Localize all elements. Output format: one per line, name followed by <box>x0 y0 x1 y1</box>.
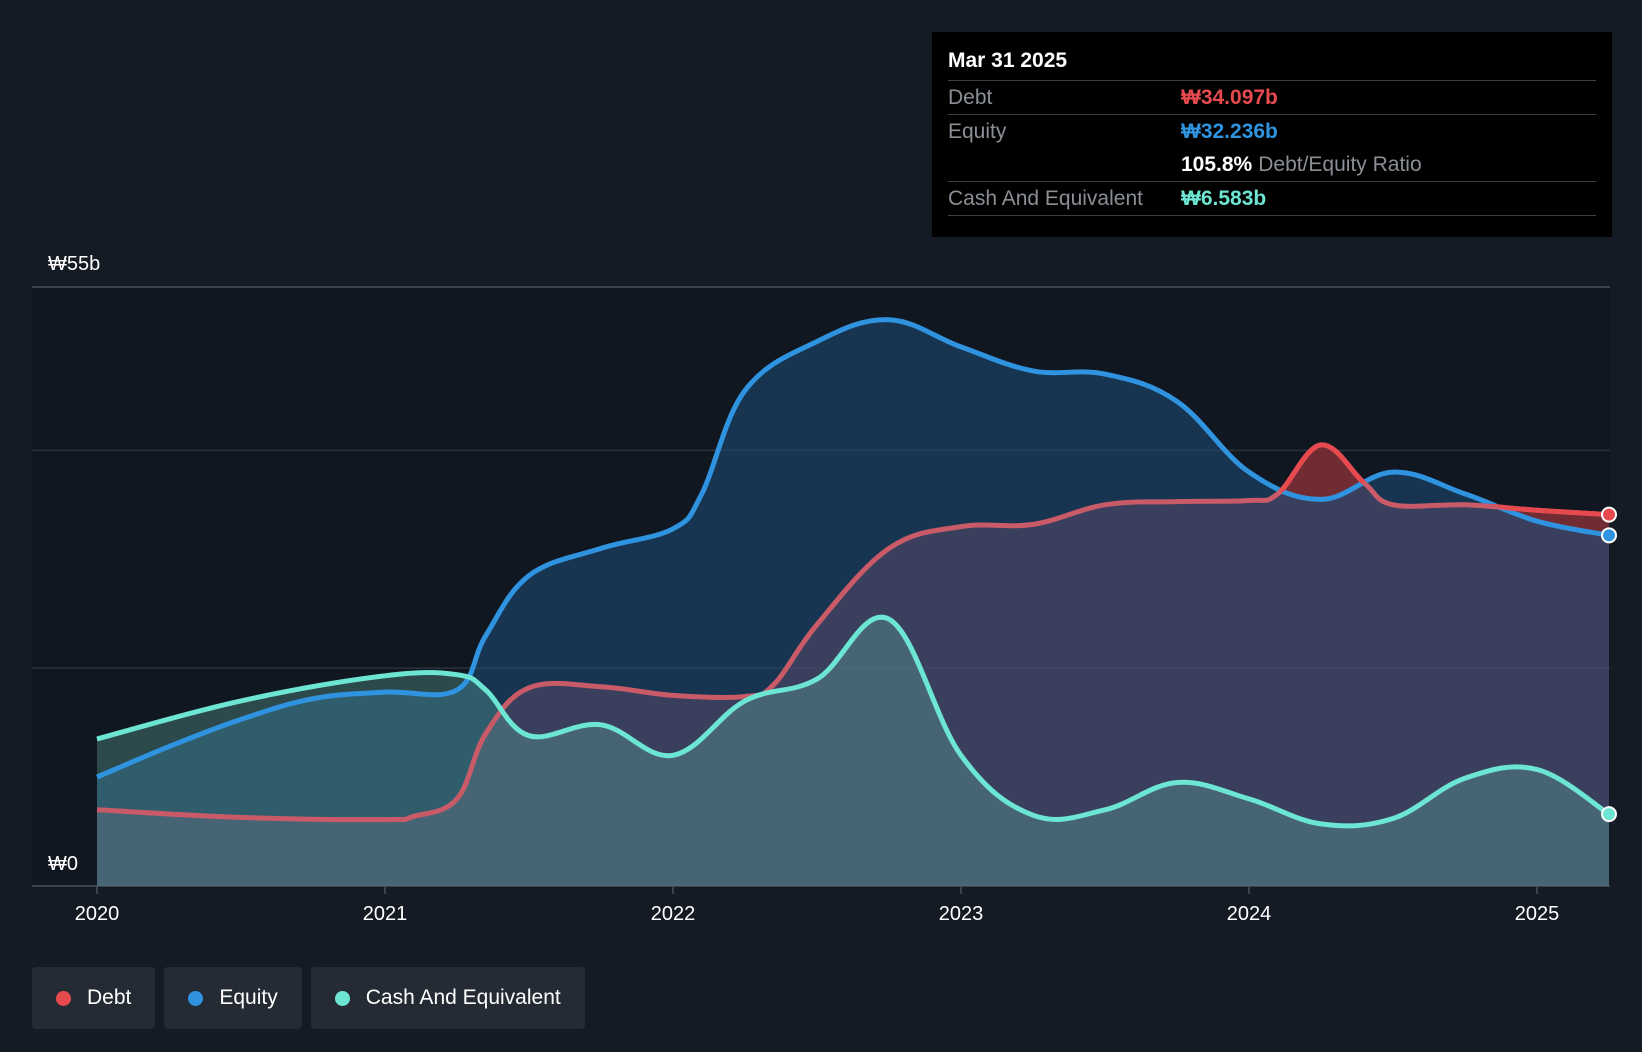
series-areas <box>97 319 1609 886</box>
legend-item-cash[interactable]: Cash And Equivalent <box>310 967 585 1029</box>
y-label-min: ₩0 <box>48 853 78 875</box>
tooltip-panel: Mar 31 2025 Debt ₩34.097b Equity ₩32.236… <box>932 32 1612 237</box>
tooltip-date: Mar 31 2025 <box>948 49 1068 72</box>
equity-dot-icon <box>188 990 204 1006</box>
end-markers <box>1601 506 1617 823</box>
cash-line <box>96 614 1611 829</box>
equity-end-marker <box>1601 527 1617 544</box>
tooltip-ratio-label: Debt/Equity Ratio <box>1258 152 1422 176</box>
legend-equity-label: Equity <box>219 986 278 1009</box>
x-tick-label-2025: 2025 <box>1515 903 1560 925</box>
tooltip-debt-row: Debt ₩34.097b <box>948 80 1596 114</box>
x-tick-label-2024: 2024 <box>1227 903 1272 925</box>
cash-dot-icon <box>334 990 350 1006</box>
legend: Debt Equity Cash And Equivalent <box>32 967 585 1029</box>
tooltip-debt-value: ₩34.097b <box>1181 85 1278 109</box>
tooltip-debt-label: Debt <box>948 85 993 109</box>
tooltip-cash-label: Cash And Equivalent <box>948 186 1143 210</box>
tooltip-ratio-value: 105.8% <box>1181 152 1253 176</box>
x-tick-label-2020: 2020 <box>75 903 120 925</box>
y-label-max: ₩55b <box>48 253 100 275</box>
cash-end-marker <box>1601 806 1617 823</box>
axes: 2020 2021 2022 2023 2024 2025 ₩55b ₩0 <box>48 253 1559 925</box>
debt-area <box>97 444 1609 886</box>
debt-dot-icon <box>56 990 71 1006</box>
cash-area <box>97 617 1609 886</box>
tooltip-cash-row: Cash And Equivalent ₩6.583b <box>948 181 1596 216</box>
x-tick-label-2023: 2023 <box>939 903 984 925</box>
x-tick-label-2021: 2021 <box>363 903 408 925</box>
legend-cash-label: Cash And Equivalent <box>365 986 561 1009</box>
tooltip-equity-value: ₩32.236b <box>1181 119 1278 143</box>
tooltip-ratio-row: 105.8% Debt/Equity Ratio <box>948 148 1596 181</box>
tooltip-cash-value: ₩6.583b <box>1181 186 1267 210</box>
series-lines <box>96 317 1611 829</box>
debt-end-marker <box>1601 506 1617 523</box>
equity-line <box>96 317 1610 780</box>
x-tick-label-2022: 2022 <box>651 903 696 925</box>
tooltip-equity-row: Equity ₩32.236b <box>948 114 1596 148</box>
legend-item-debt[interactable]: Debt <box>32 967 156 1029</box>
legend-debt-label: Debt <box>87 986 132 1009</box>
legend-item-equity[interactable]: Equity <box>164 967 302 1029</box>
tooltip-equity-label: Equity <box>948 119 1007 143</box>
